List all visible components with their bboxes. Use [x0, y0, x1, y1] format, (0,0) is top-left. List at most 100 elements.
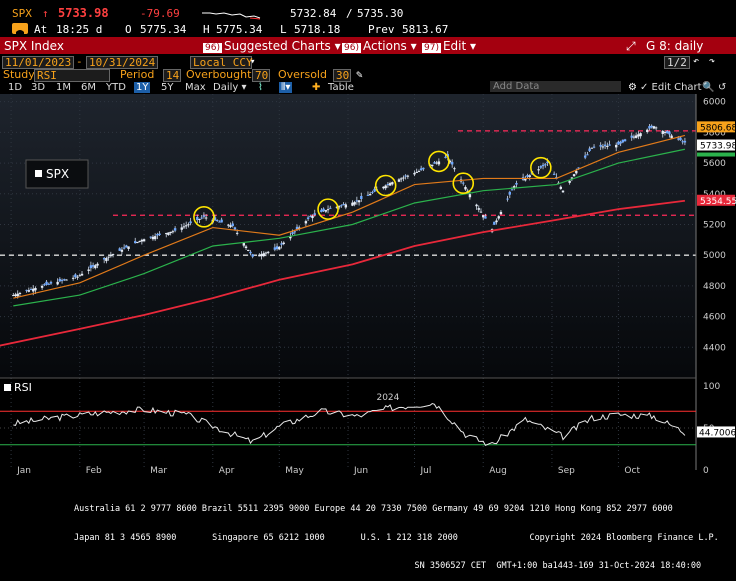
menu-edit[interactable]: 97) Edit ▾ [422, 39, 477, 53]
menu-actions[interactable]: 96) Actions ▾ [342, 39, 417, 53]
candle-body [140, 239, 144, 242]
candle-body [437, 161, 441, 165]
candle-body [391, 182, 394, 185]
candle-body [60, 280, 64, 282]
candle-body [335, 206, 339, 208]
candle-body [91, 265, 95, 267]
chart-page-label[interactable]: G 8: daily [646, 39, 704, 53]
tf-1d[interactable]: 1D [8, 82, 23, 93]
x-tick-label: Apr [219, 466, 235, 476]
x-tick-label: Feb [86, 466, 102, 476]
annotation-icon[interactable]: ✚ [312, 82, 321, 93]
candle-body [572, 174, 576, 177]
tf-5y[interactable]: 5Y [161, 82, 174, 93]
y-tick-label: 4600 [703, 313, 726, 323]
candle-body [65, 279, 68, 281]
candle-body [18, 292, 22, 294]
quote-row: SPX ↑ 5733.98 -79.69 5732.84 / 5735.30 [12, 6, 404, 20]
candle-body [29, 289, 33, 291]
ma-long-line [0, 199, 686, 347]
tf-max[interactable]: Max [185, 82, 206, 93]
menu-suggested-charts[interactable]: 96) Suggested Charts ▾ [203, 39, 341, 53]
tag-rsi-bg [697, 426, 735, 438]
low-label: L [280, 23, 287, 36]
tf-1m[interactable]: 1M [56, 82, 71, 93]
frequency-select[interactable]: Daily ▾ [213, 82, 247, 93]
candle-body [80, 273, 84, 276]
expand-icon[interactable]: ⤢ [626, 39, 636, 53]
line-chart-icon[interactable]: ⌇ [258, 82, 263, 93]
chevron-down-icon[interactable]: ▾ [250, 57, 256, 67]
settings-icon[interactable]: ⚙ [628, 82, 637, 93]
candle-body [495, 220, 498, 223]
period-field[interactable]: 14 [163, 69, 181, 82]
back-icon[interactable]: ↶ [693, 56, 700, 67]
page-indicator: 1/2 [664, 56, 690, 69]
tf-ytd[interactable]: YTD [106, 82, 126, 93]
x-tick-label: Oct [624, 466, 640, 476]
table-button[interactable]: Table [328, 82, 354, 93]
rsi-panel: 050100RSI [0, 377, 720, 476]
candle-body [63, 279, 66, 281]
tag-last: 5733.98 [700, 142, 736, 152]
candle-body [603, 144, 607, 147]
sparkline-icon [202, 12, 261, 20]
tag-ma-short: 5806.68 [700, 123, 736, 133]
study-select[interactable]: RSI [34, 69, 110, 82]
candle-body [448, 160, 452, 163]
date-row: 11/01/2023 - 10/31/2024 Local CCY ▾ 1/2 … [0, 56, 736, 69]
candle-body [654, 127, 658, 129]
candle-body [592, 146, 596, 148]
candle-body [559, 186, 562, 189]
candle-body [120, 249, 124, 252]
tf-3d[interactable]: 3D [31, 82, 46, 93]
candle-body [544, 164, 547, 166]
candle-body [637, 134, 640, 137]
candle-body [634, 135, 638, 138]
candle-body [606, 145, 609, 147]
tf-6m[interactable]: 6M [81, 82, 96, 93]
candle-body [417, 171, 421, 173]
refresh-icon[interactable]: ↺ [718, 82, 727, 93]
start-date-field[interactable]: 11/01/2023 [2, 56, 75, 69]
candle-body [453, 168, 456, 170]
footer-line-2: Japan 81 3 4565 8900 Singapore 65 6212 1… [74, 532, 719, 543]
index-name[interactable]: SPX Index [4, 39, 64, 53]
candle-body [136, 242, 139, 244]
zoom-icon[interactable]: 🔍 [702, 82, 715, 93]
pencil-icon[interactable]: ✎ [356, 68, 363, 81]
candle-body [47, 283, 50, 285]
candle-body [450, 161, 454, 165]
overbought-field[interactable]: 70 [252, 69, 270, 82]
candle-body [344, 204, 347, 208]
candle-type-icon[interactable]: ⦀▾ [279, 82, 293, 93]
candle-body [552, 173, 556, 175]
candle-body [586, 154, 589, 156]
bid-price: 5732.84 [290, 7, 337, 20]
candle-body [76, 276, 79, 278]
x-year-label: 2024 [376, 393, 399, 403]
x-tick-label: Sep [558, 466, 575, 476]
alert-icon[interactable] [12, 23, 28, 35]
oversold-field[interactable]: 30 [333, 69, 351, 82]
tag-last-bg [697, 139, 735, 151]
candle-body [683, 140, 687, 143]
low-value: 5718.18 [294, 23, 341, 36]
edit-chart-button[interactable]: ✓ Edit Chart [640, 82, 702, 93]
currency-select[interactable]: Local CCY [190, 56, 253, 69]
candle-body [260, 253, 263, 257]
circle-marker [530, 156, 552, 179]
candle-body [264, 252, 268, 254]
end-date-field[interactable]: 10/31/2024 [86, 56, 159, 69]
candle-body [402, 177, 405, 179]
add-data-input[interactable]: Add Data [490, 81, 621, 92]
candle-body [25, 289, 28, 291]
candle-body [34, 288, 37, 291]
price-chart[interactable]: 440046004800500052005400560058006000 050… [0, 94, 736, 486]
high-label: H [203, 23, 210, 36]
candle-body [681, 141, 684, 143]
reference-lines [0, 130, 696, 256]
tf-1y[interactable]: 1Y [134, 82, 151, 93]
forward-icon[interactable]: ↷ [709, 56, 716, 67]
candle-body [169, 231, 172, 234]
